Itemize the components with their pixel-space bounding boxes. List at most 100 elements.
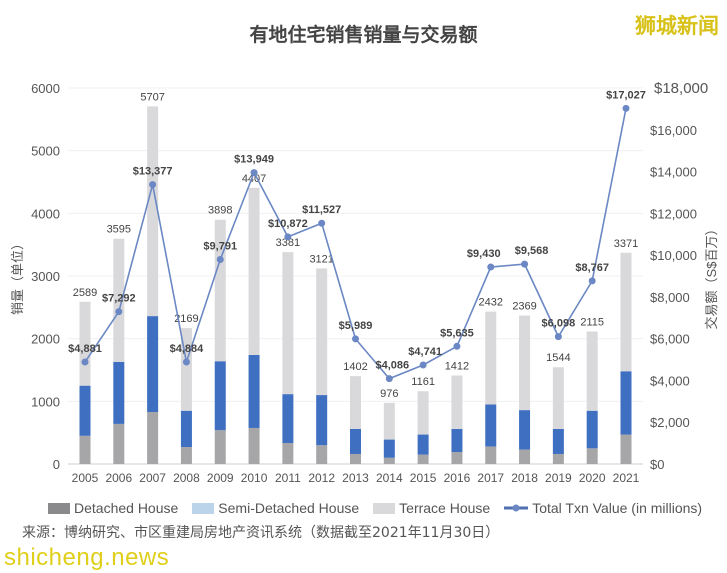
x-tick-label: 2010 [241,471,268,485]
bar-semi-detached [485,404,497,447]
y2-tick-label: $18,000 [654,80,708,97]
legend-item-semi-detached: Semi-Detached House [192,499,359,517]
x-tick-label: 2007 [139,471,166,485]
bar-terrace [79,301,91,386]
value-label: $7,292 [102,293,136,305]
x-tick-label: 2020 [579,471,606,485]
y-tick-label: 6000 [31,81,60,96]
y2-tick-label: $16,000 [650,123,697,138]
bar-semi-detached [586,410,598,449]
bar-terrace [383,402,395,440]
x-tick-label: 2019 [545,471,572,485]
y-axis-label: 销量（单位） [10,237,25,315]
value-label: $8,767 [575,262,609,274]
value-label: $9,430 [467,248,501,260]
total-label: 5707 [140,91,164,103]
legend: Detached House Semi-Detached House Terra… [48,499,708,517]
legend-swatch [48,502,70,514]
total-label: 2589 [73,287,97,299]
y2-tick-label: $0 [650,457,664,472]
legend-item-detached: Detached House [48,499,178,517]
value-label: $4,086 [375,360,409,372]
x-tick-label: 2012 [308,471,335,485]
total-label: 3595 [107,224,131,236]
bar-detached [248,427,260,464]
value-label: $9,568 [515,245,549,257]
value-label: $10,872 [268,218,308,230]
y2-tick-label: $12,000 [650,206,697,221]
bar-detached [586,448,598,464]
line-point [588,277,596,285]
total-label: 3371 [614,238,638,250]
y2-tick-label: $8,000 [650,290,690,305]
x-tick-label: 2006 [105,471,132,485]
y2-tick-label: $14,000 [650,165,697,180]
total-label: 3898 [208,205,232,217]
value-label: $4,884 [170,343,205,355]
line-point [419,361,427,369]
value-label: $5,989 [339,320,373,332]
chart-plot: 0 1000 2000 3000 4000 5000 6000 $0 $2,000 $4,000 $… [10,80,719,485]
bar-detached [417,454,429,464]
bar-terrace [214,219,226,362]
bar-detached [214,430,226,464]
bar-semi-detached [451,428,463,453]
x-tick-label: 2011 [275,471,301,485]
bar-terrace [350,376,361,429]
line-point [115,308,123,316]
bar-semi-detached [519,410,531,450]
total-label: 2115 [580,316,604,328]
bar-semi-detached [214,361,226,431]
bar-terrace [586,331,598,411]
bar-detached [113,423,125,464]
legend-swatch [192,502,215,514]
bar-semi-detached [620,371,632,435]
bar-terrace [316,268,328,396]
bar-semi-detached [79,385,91,436]
bar-terrace [485,311,497,405]
y2-tick-label: $4,000 [650,373,690,388]
chart-title: 有地住宅销售销量与交易额 [249,24,478,46]
x-tick-label: 2013 [342,471,369,485]
line-point [487,263,495,271]
y-tick-label: 1000 [31,394,60,409]
line-point [250,169,258,177]
total-label: 1402 [343,361,367,373]
legend-label: Semi-Detached House [218,500,360,516]
line-point [318,219,326,227]
bar-terrace [180,328,192,411]
line-point [352,335,359,343]
bar-detached [180,447,192,464]
bar-detached [383,457,395,464]
total-label: 2432 [479,297,503,309]
y-tick-label: 3000 [31,269,60,284]
line-point [453,342,461,350]
bar-terrace [519,315,531,411]
bar-terrace [113,238,125,362]
x-tick-label: 2017 [477,471,504,485]
bar-detached [147,411,159,464]
bar-semi-detached [180,410,192,448]
line-point [521,260,529,268]
y-tick-label: 5000 [31,144,60,159]
watermark-site: shicheng.news [4,544,170,571]
line-point [81,358,89,366]
line-point [622,104,630,112]
line-point [385,375,393,383]
total-label: 4407 [242,173,266,185]
bar-detached [552,453,564,464]
legend-line-marker [504,504,529,512]
x-tick-label: 2005 [72,471,99,485]
value-label: $5,635 [440,327,474,339]
x-tick-label: 2018 [511,471,538,485]
legend-item-terrace: Terrace House [373,499,490,517]
bar-semi-detached [282,394,294,444]
total-label: 976 [380,388,398,400]
line-point [554,333,562,341]
line-point [216,255,224,263]
bar-detached [350,453,361,464]
total-label: 2169 [174,313,198,325]
bar-terrace [147,106,159,317]
x-tick-label: 2008 [173,471,200,485]
y2-tick-label: $10,000 [650,248,697,263]
